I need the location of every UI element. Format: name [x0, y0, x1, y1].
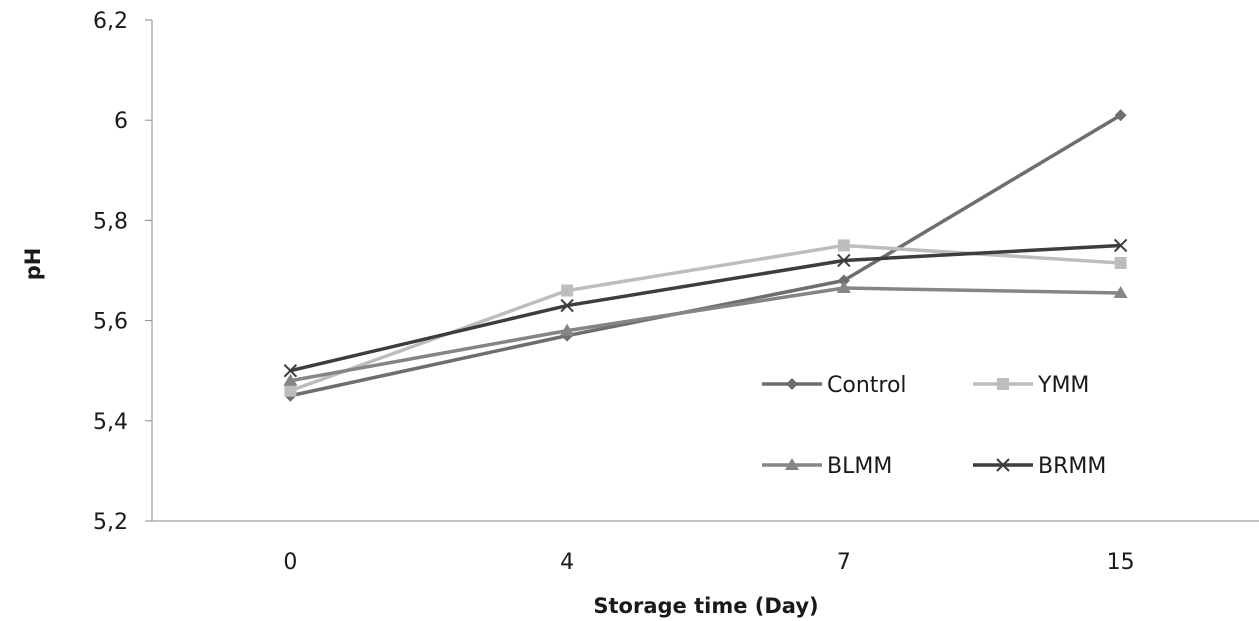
- y-tick-label: 5,2: [93, 510, 128, 535]
- legend-marker: [785, 458, 799, 470]
- data-point-blmm: [836, 281, 851, 294]
- data-point-ymm: [1114, 256, 1127, 269]
- legend-label: BLMM: [827, 454, 892, 479]
- x-tick-labels: 0 4 7 15: [283, 550, 1134, 575]
- data-point-ymm: [561, 284, 574, 297]
- legend-marker: [786, 378, 798, 390]
- legend-marker: [997, 378, 1009, 390]
- data-point-ymm: [284, 384, 297, 397]
- y-tick-label: 5,6: [93, 310, 128, 335]
- x-tick-label: 7: [837, 550, 851, 575]
- legend-entry-control: Control: [762, 373, 907, 398]
- y-tick-label: 5,8: [93, 209, 128, 234]
- data-point-brmm: [560, 298, 574, 313]
- y-tick-label: 6: [114, 109, 128, 134]
- x-tick-label: 15: [1107, 550, 1135, 575]
- data-point-control: [1114, 109, 1127, 122]
- data-point-brmm: [837, 253, 851, 268]
- y-tick-labels: 5,2 5,4 5,6 5,8 6 6,2: [93, 9, 152, 535]
- x-tick-label: 0: [283, 550, 297, 575]
- x-axis-title: Storage time (Day): [593, 594, 818, 618]
- data-point-control: [837, 274, 850, 287]
- data-point-ymm: [837, 239, 850, 252]
- legend-label: Control: [827, 373, 907, 398]
- axes: [151, 20, 1259, 522]
- data-point-blmm: [1113, 286, 1128, 299]
- legend-entry-blmm: BLMM: [762, 454, 892, 479]
- series-line-brmm: [289, 243, 1121, 373]
- series-group: [283, 109, 1128, 402]
- legend-marker: [996, 458, 1010, 472]
- legend: Control YMM BLMM BRMM: [762, 373, 1106, 479]
- legend-label: BRMM: [1038, 454, 1106, 479]
- legend-entry-brmm: BRMM: [973, 454, 1106, 479]
- y-axis-title: pH: [21, 248, 45, 281]
- data-point-brmm: [1113, 238, 1128, 253]
- data-point-blmm: [283, 373, 298, 386]
- y-tick-label: 6,2: [93, 9, 128, 34]
- series-line-blmm: [290, 286, 1121, 383]
- data-point-blmm: [560, 323, 575, 336]
- legend-label: YMM: [1037, 373, 1089, 398]
- data-point-brmm: [283, 363, 298, 378]
- x-tick-label: 4: [560, 550, 574, 575]
- legend-entry-ymm: YMM: [973, 373, 1089, 398]
- y-tick-label: 5,4: [93, 410, 128, 435]
